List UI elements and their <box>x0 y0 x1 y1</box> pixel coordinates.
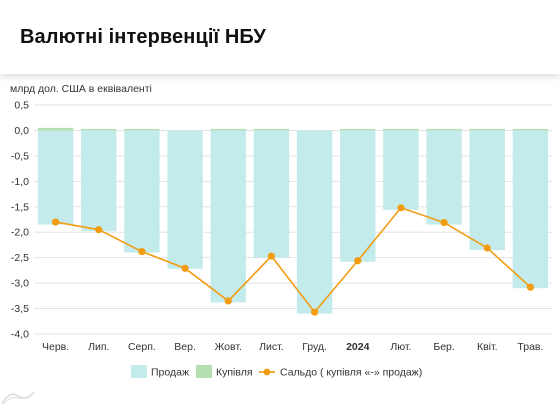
bar-purchases <box>383 128 419 131</box>
page-title: Валютні інтервенції НБУ <box>20 26 266 48</box>
x-tick-label: Жовт. <box>215 341 242 353</box>
y-tick-label: 0,0 <box>14 125 29 137</box>
bar-sales <box>340 130 376 262</box>
x-tick-label: Квіт. <box>477 341 498 353</box>
balance-point <box>440 218 448 227</box>
bar-purchases <box>37 127 74 131</box>
x-tick-label: Лют. <box>390 341 411 353</box>
balance-point <box>267 252 276 260</box>
balance-point <box>526 283 535 291</box>
bar-sales <box>37 130 74 225</box>
y-tick-label: -1,0 <box>11 176 29 188</box>
y-tick-label: -3,0 <box>11 278 29 290</box>
bar-purchases <box>210 128 246 131</box>
bar-sales <box>426 130 462 225</box>
y-tick-label: -2,5 <box>11 252 29 264</box>
bar-purchases <box>469 128 505 131</box>
y-axis-unit-label: млрд дол. США в еквіваленті <box>10 83 152 95</box>
x-tick-label: Лист. <box>259 341 284 353</box>
y-tick-label: -0,5 <box>11 150 29 162</box>
balance-point <box>354 257 362 265</box>
y-tick-label: -3,5 <box>11 303 29 315</box>
bar-purchases <box>340 128 376 131</box>
legend-label-balance: Сальдо ( купівля «-» продаж) <box>280 367 422 379</box>
y-tick-label: -1,5 <box>11 201 29 213</box>
x-tick-label: Бер. <box>433 341 455 353</box>
balance-point <box>310 308 319 316</box>
balance-point <box>397 204 405 212</box>
balance-polyline <box>55 206 531 314</box>
legend-swatch-purchases <box>196 365 212 378</box>
y-tick-label: -4,0 <box>11 329 29 341</box>
y-tick-label: -2,0 <box>11 227 29 239</box>
legend-marker-balance <box>263 368 271 376</box>
bar-purchases <box>124 128 160 131</box>
y-axis-ticks: 0,5 0,0 -0,5 -1,0 -1,5 -2,0 -2,5 -3,0 -3,5 -4,0 <box>11 100 29 341</box>
x-axis-ticks: Черв. Лип. Серп. Вер. Жовт. Лист. Груд. 2024 Лют… <box>42 341 543 353</box>
gridlines <box>34 104 552 335</box>
bar-sales <box>469 130 505 251</box>
bar-sales <box>210 130 246 303</box>
x-tick-label: Груд. <box>302 341 327 353</box>
bar-sales <box>167 130 203 269</box>
bar-purchases <box>512 128 549 131</box>
bar-purchases <box>81 128 117 131</box>
bar-sales <box>124 130 160 253</box>
balance-point <box>224 297 232 305</box>
bars <box>37 127 549 314</box>
balance-point <box>181 264 189 272</box>
bar-sales <box>296 130 333 314</box>
legend-label-purchases: Купівля <box>216 367 253 379</box>
logo-mark-icon <box>1 391 35 405</box>
x-tick-label: Серп. <box>128 341 156 353</box>
bar-sales <box>512 130 549 289</box>
bar-sales <box>253 130 290 258</box>
bar-sales <box>81 130 117 232</box>
legend-swatch-sales <box>131 365 147 378</box>
bar-purchases <box>426 128 462 131</box>
balance-point <box>95 226 103 234</box>
balance-point <box>138 247 146 256</box>
x-tick-label: Трав. <box>517 341 543 353</box>
x-tick-label: Лип. <box>88 341 109 353</box>
x-tick-label: 2024 <box>346 341 370 353</box>
title-bar: Валютні інтервенції НБУ <box>0 0 560 74</box>
x-tick-label: Вер. <box>174 341 196 353</box>
balance-point <box>51 218 60 226</box>
legend: Продаж Купівля Сальдо ( купівля «-» продаж… <box>131 365 422 379</box>
bar-purchases <box>253 128 290 131</box>
bar-sales <box>383 130 419 210</box>
legend-label-sales: Продаж <box>151 367 189 379</box>
balance-line <box>51 204 535 316</box>
y-tick-label: 0,5 <box>14 100 29 112</box>
x-tick-label: Черв. <box>42 341 69 353</box>
balance-point <box>483 244 491 252</box>
